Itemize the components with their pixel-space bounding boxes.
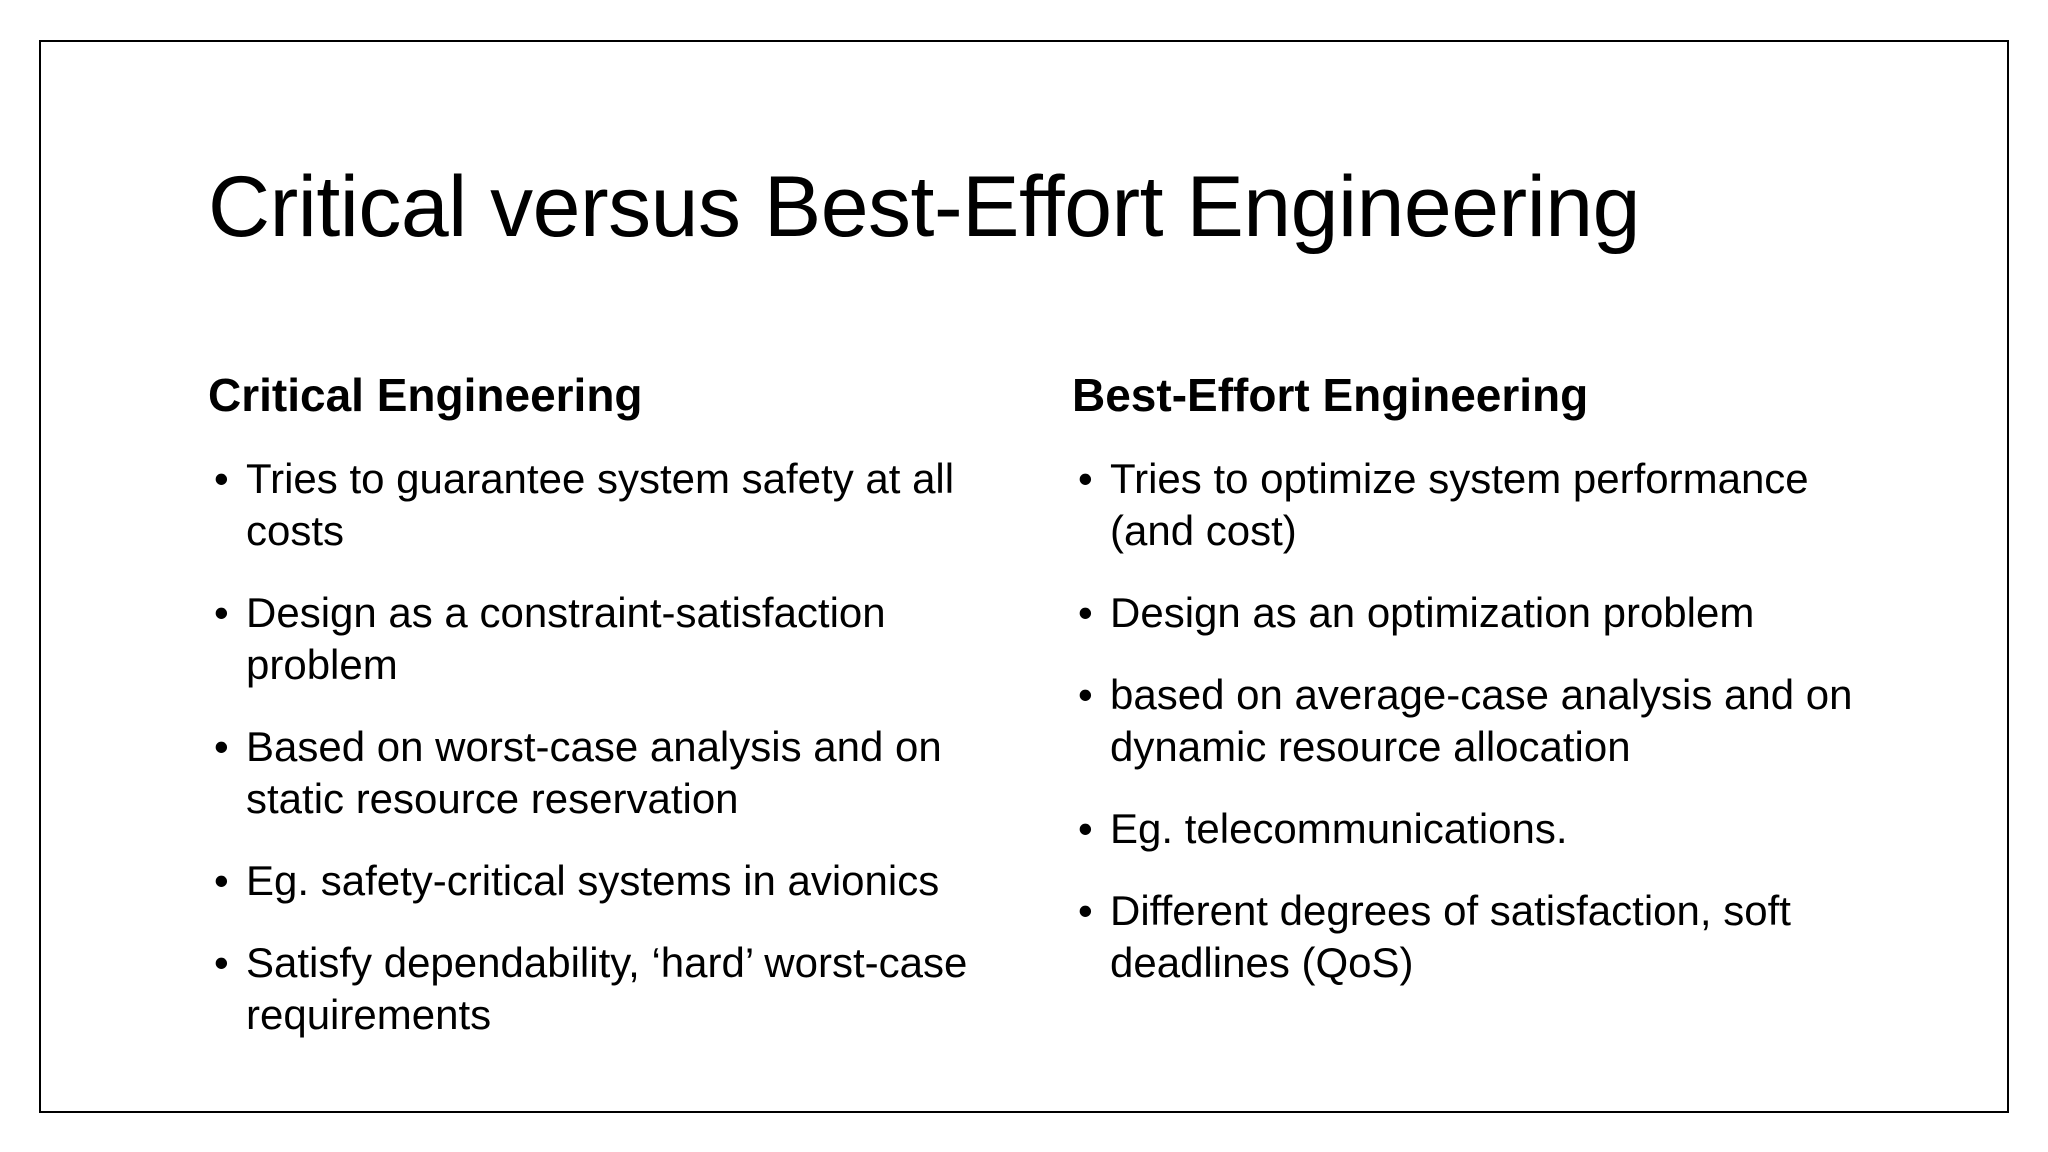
list-item: • Eg. telecommunications.	[1072, 803, 1872, 855]
bullet-icon: •	[214, 589, 229, 637]
list-item: • based on average-case analysis and on …	[1072, 669, 1872, 773]
list-item: • Based on worst-case analysis and on st…	[208, 721, 978, 825]
bullet-icon: •	[214, 723, 229, 771]
list-item: • Different degrees of satisfaction, sof…	[1072, 885, 1872, 989]
list-item: • Design as a constraint-satisfaction pr…	[208, 587, 978, 691]
bullet-icon: •	[1078, 887, 1093, 935]
list-item-text: Tries to guarantee system safety at all …	[246, 455, 955, 555]
list-item: • Satisfy dependability, ‘hard’ worst-ca…	[208, 937, 978, 1041]
list-item-text: Eg. telecommunications.	[1110, 805, 1568, 853]
bullet-icon: •	[1078, 805, 1093, 853]
list-item-text: Different degrees of satisfaction, soft …	[1110, 887, 1791, 987]
bullet-icon: •	[214, 455, 229, 503]
list-item-text: Based on worst-case analysis and on stat…	[246, 723, 942, 823]
bullet-icon: •	[214, 857, 229, 905]
list-item: • Tries to guarantee system safety at al…	[208, 453, 978, 557]
list-item: • Eg. safety-critical systems in avionic…	[208, 855, 978, 907]
bullet-icon: •	[214, 939, 229, 987]
bullet-icon: •	[1078, 671, 1093, 719]
bullet-icon: •	[1078, 589, 1093, 637]
slide-title: Critical versus Best-Effort Engineering	[208, 159, 1640, 255]
list-item-text: Design as a constraint-satisfaction prob…	[246, 589, 886, 689]
critical-engineering-heading: Critical Engineering	[208, 369, 643, 421]
list-item-text: Eg. safety-critical systems in avionics	[246, 857, 940, 905]
list-item-text: Design as an optimization problem	[1110, 589, 1755, 637]
list-item-text: Satisfy dependability, ‘hard’ worst-case…	[246, 939, 968, 1039]
best-effort-engineering-heading: Best-Effort Engineering	[1072, 369, 1589, 421]
best-effort-engineering-column: Best-Effort Engineering • Tries to optim…	[1072, 368, 1872, 1019]
list-item-text: based on average-case analysis and on dy…	[1110, 671, 1853, 771]
bullet-icon: •	[1078, 455, 1093, 503]
slide-frame	[39, 40, 2009, 1113]
list-item-text: Tries to optimize system performance (an…	[1110, 455, 1809, 555]
critical-engineering-list: • Tries to guarantee system safety at al…	[208, 453, 978, 1041]
critical-engineering-column: Critical Engineering • Tries to guarante…	[208, 368, 978, 1071]
best-effort-engineering-list: • Tries to optimize system performance (…	[1072, 453, 1872, 989]
list-item: • Design as an optimization problem	[1072, 587, 1872, 639]
list-item: • Tries to optimize system performance (…	[1072, 453, 1872, 557]
